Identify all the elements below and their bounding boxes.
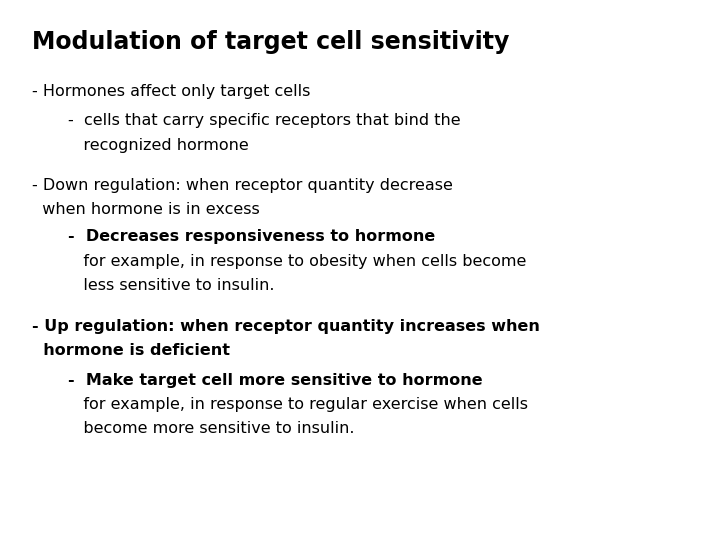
Text: less sensitive to insulin.: less sensitive to insulin. (68, 278, 275, 293)
Text: become more sensitive to insulin.: become more sensitive to insulin. (68, 421, 355, 436)
Text: for example, in response to obesity when cells become: for example, in response to obesity when… (68, 254, 527, 269)
Text: - Down regulation: when receptor quantity decrease: - Down regulation: when receptor quantit… (32, 178, 454, 193)
Text: - Up regulation: when receptor quantity increases when: - Up regulation: when receptor quantity … (32, 319, 540, 334)
Text: hormone is deficient: hormone is deficient (32, 343, 230, 358)
Text: recognized hormone: recognized hormone (68, 138, 249, 153)
Text: when hormone is in excess: when hormone is in excess (32, 202, 260, 218)
Text: for example, in response to regular exercise when cells: for example, in response to regular exer… (68, 397, 528, 412)
Text: - Hormones affect only target cells: - Hormones affect only target cells (32, 84, 311, 99)
Text: -  cells that carry specific receptors that bind the: - cells that carry specific receptors th… (68, 113, 461, 129)
Text: Modulation of target cell sensitivity: Modulation of target cell sensitivity (32, 30, 510, 53)
Text: -  Make target cell more sensitive to hormone: - Make target cell more sensitive to hor… (68, 373, 483, 388)
Text: -  Decreases responsiveness to hormone: - Decreases responsiveness to hormone (68, 230, 436, 245)
